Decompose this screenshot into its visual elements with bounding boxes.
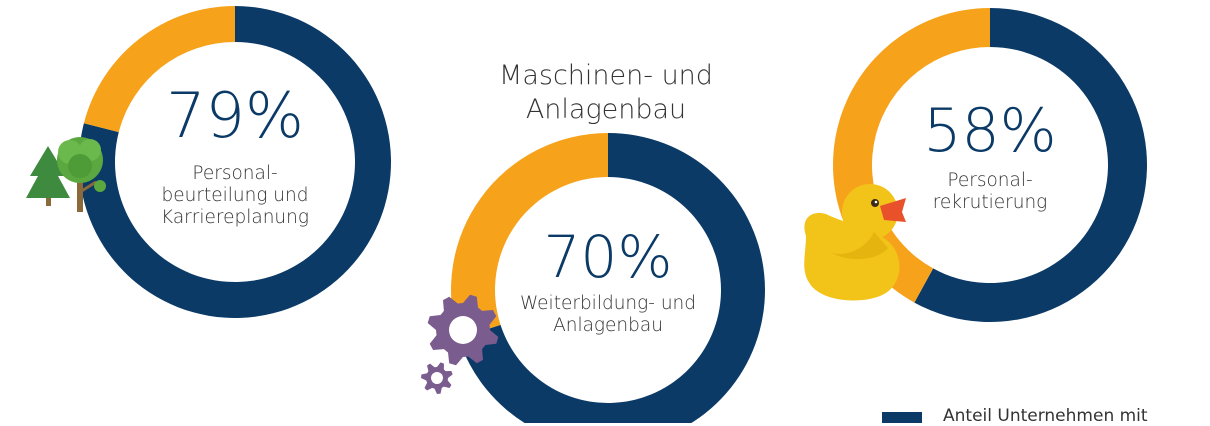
donut-slice-share <box>458 133 765 423</box>
rubber-duck-icon <box>804 184 906 301</box>
trees-icon <box>26 137 106 212</box>
donut-caption-line: beurteilung und <box>162 185 309 206</box>
donut-percentage-label: 79% <box>166 79 304 152</box>
donut-caption-line: rekrutierung <box>933 192 1048 213</box>
donut-caption-line: Personal- <box>947 170 1032 191</box>
donut-percentage-label: 58% <box>923 96 1056 166</box>
donut-caption-line: Personal- <box>192 163 277 184</box>
donut-caption-line: Anlagenbau <box>553 315 663 336</box>
legend-label: Anteil Unternehmen mit <box>943 406 1148 426</box>
donut-slice-remainder <box>450 133 608 339</box>
gears-icon <box>421 294 499 394</box>
donut-slice-remainder <box>83 6 235 133</box>
donut-percentage-label: 70% <box>544 223 673 291</box>
donut-slice-share <box>914 8 1147 322</box>
donut-chart-personalbeurteilung: 79% Personal-beurteilung undKarriereplanu… <box>78 6 391 318</box>
donut-caption-line: Weiterbildung- und <box>520 293 696 314</box>
donut-caption-line: Karriereplanung <box>161 207 309 228</box>
heading-line-1: Maschinen- und <box>499 60 713 91</box>
heading-line-2: Anlagenbau <box>526 94 686 125</box>
legend-swatch <box>882 412 922 423</box>
